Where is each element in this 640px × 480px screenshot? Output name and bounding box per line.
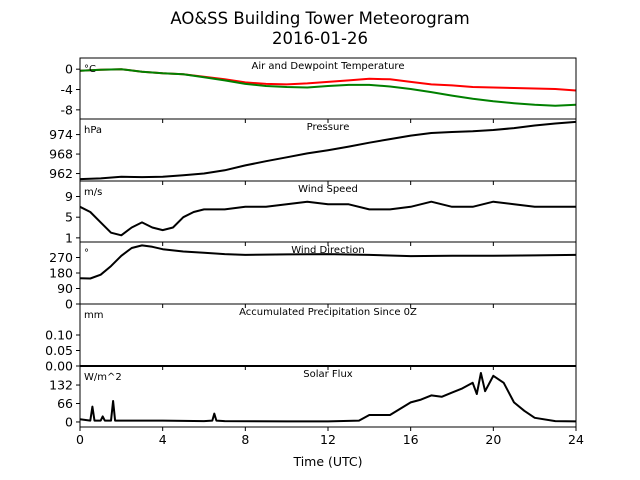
x-tick-label: 16 (403, 432, 419, 447)
panel-2: 962 968 974 Pressure hPa (49, 118, 577, 185)
y-tick-label: 0.05 (45, 343, 73, 358)
panel-unit-label: °C (84, 64, 96, 75)
y-tick-label: 5 (65, 210, 73, 225)
panel-unit-label: m/s (84, 187, 102, 198)
y-tick-label: 66 (57, 396, 73, 411)
panel-title: Pressure (307, 122, 350, 133)
panel-6: 0 66 132 Solar Flux W/m^2 (49, 365, 577, 431)
panel-unit-label: ° (84, 248, 89, 259)
y-tick-label: 1 (65, 230, 73, 245)
panel-unit-label: W/m^2 (84, 372, 122, 383)
y-tick-label: 0 (65, 297, 73, 312)
panel-title: Accumulated Precipitation Since 0Z (239, 307, 417, 318)
y-tick-label: -4 (61, 82, 74, 97)
x-tick-label: 8 (241, 432, 249, 447)
series-line-wind_speed (79, 200, 576, 237)
y-tick-label: 974 (49, 127, 73, 142)
y-tick-label: -8 (61, 102, 74, 117)
panel-unit-label: mm (84, 310, 103, 321)
y-tick-label: 0 (65, 62, 73, 77)
y-tick-label: 9 (65, 189, 73, 204)
panel-title: Solar Flux (303, 369, 353, 380)
y-tick-label: 0.10 (45, 328, 73, 343)
y-tick-label: 132 (49, 378, 73, 393)
series-line-pressure (79, 120, 577, 181)
panel-unit-label: hPa (84, 125, 102, 136)
y-tick-label: 968 (49, 147, 73, 162)
figure-subtitle: 2016-01-26 (272, 29, 368, 48)
x-axis-label: Time (UTC) (292, 454, 362, 469)
x-tick-label: 12 (320, 432, 336, 447)
panel-1: 0 -4 -8 Air and Dewpoint Temperature °C (61, 57, 577, 123)
series-line-wind_direction (79, 244, 577, 280)
series-line-dewpoint (79, 68, 577, 107)
panel-3: 1 5 9 Wind Speed m/s (65, 180, 577, 246)
panel-title: Air and Dewpoint Temperature (252, 61, 405, 72)
x-tick-label: 20 (485, 432, 501, 447)
y-tick-label: 180 (49, 266, 73, 281)
y-tick-label: 90 (57, 281, 73, 296)
panel-title: Wind Speed (298, 184, 358, 195)
y-tick-label: 270 (49, 250, 73, 265)
y-tick-label: 0.00 (45, 359, 73, 374)
x-axis: 0 4 8 12 16 20 24 (76, 432, 584, 447)
y-tick-label: 962 (49, 166, 73, 181)
panel-5: 0.000.050.10 Accumulated Precipitation Si… (45, 303, 577, 374)
figure-title: AO&SS Building Tower Meteorogram (170, 9, 469, 28)
y-tick-label: 0 (65, 414, 73, 429)
x-tick-label: 24 (568, 432, 584, 447)
x-tick-label: 4 (159, 432, 167, 447)
panel-title: Wind Direction (291, 245, 365, 256)
series-line-solar_flux (79, 372, 577, 423)
x-tick-label: 0 (76, 432, 84, 447)
